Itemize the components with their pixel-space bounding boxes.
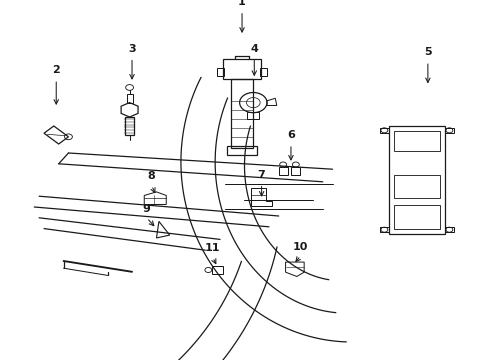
Bar — [388, 126, 444, 234]
Bar — [126, 94, 132, 103]
Text: 9: 9 — [142, 204, 150, 214]
Bar — [260, 68, 267, 76]
Text: 1: 1 — [238, 0, 245, 7]
Bar — [231, 79, 252, 148]
Bar — [393, 205, 439, 229]
Text: 10: 10 — [292, 242, 308, 252]
Bar — [216, 68, 224, 76]
Bar — [247, 112, 259, 119]
Text: 5: 5 — [423, 47, 431, 57]
Text: 7: 7 — [257, 170, 265, 180]
Bar — [227, 146, 256, 155]
Text: 4: 4 — [250, 44, 258, 54]
Bar — [223, 59, 260, 79]
Text: 8: 8 — [147, 171, 155, 181]
Bar — [393, 175, 439, 198]
Bar — [125, 117, 134, 135]
Bar — [393, 131, 439, 151]
Text: 11: 11 — [204, 243, 220, 253]
Text: 3: 3 — [128, 44, 136, 54]
Text: 2: 2 — [52, 65, 60, 75]
Text: 6: 6 — [286, 130, 294, 140]
